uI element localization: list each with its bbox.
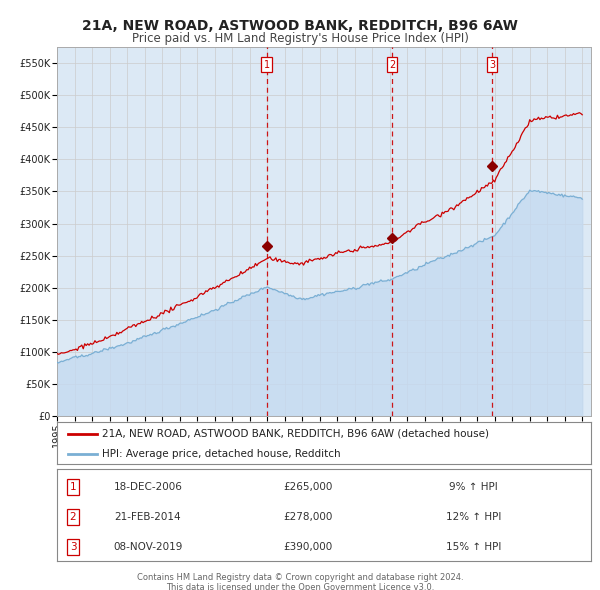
Text: 3: 3 [70, 542, 76, 552]
Text: 21A, NEW ROAD, ASTWOOD BANK, REDDITCH, B96 6AW: 21A, NEW ROAD, ASTWOOD BANK, REDDITCH, B… [82, 19, 518, 33]
Text: £278,000: £278,000 [283, 512, 332, 522]
Text: £265,000: £265,000 [283, 483, 332, 492]
Text: 21A, NEW ROAD, ASTWOOD BANK, REDDITCH, B96 6AW (detached house): 21A, NEW ROAD, ASTWOOD BANK, REDDITCH, B… [103, 429, 490, 439]
Text: 12% ↑ HPI: 12% ↑ HPI [446, 512, 501, 522]
Text: 3: 3 [489, 60, 495, 70]
Text: Contains HM Land Registry data © Crown copyright and database right 2024.: Contains HM Land Registry data © Crown c… [137, 573, 463, 582]
Text: 21-FEB-2014: 21-FEB-2014 [115, 512, 181, 522]
Text: 1: 1 [70, 483, 76, 492]
Text: This data is licensed under the Open Government Licence v3.0.: This data is licensed under the Open Gov… [166, 583, 434, 590]
Text: 15% ↑ HPI: 15% ↑ HPI [446, 542, 501, 552]
Text: HPI: Average price, detached house, Redditch: HPI: Average price, detached house, Redd… [103, 449, 341, 458]
Text: 18-DEC-2006: 18-DEC-2006 [113, 483, 182, 492]
Text: 9% ↑ HPI: 9% ↑ HPI [449, 483, 498, 492]
Text: 1: 1 [263, 60, 269, 70]
Text: £390,000: £390,000 [283, 542, 332, 552]
Text: 08-NOV-2019: 08-NOV-2019 [113, 542, 182, 552]
Text: Price paid vs. HM Land Registry's House Price Index (HPI): Price paid vs. HM Land Registry's House … [131, 32, 469, 45]
Text: 2: 2 [389, 60, 395, 70]
Text: 2: 2 [70, 512, 76, 522]
